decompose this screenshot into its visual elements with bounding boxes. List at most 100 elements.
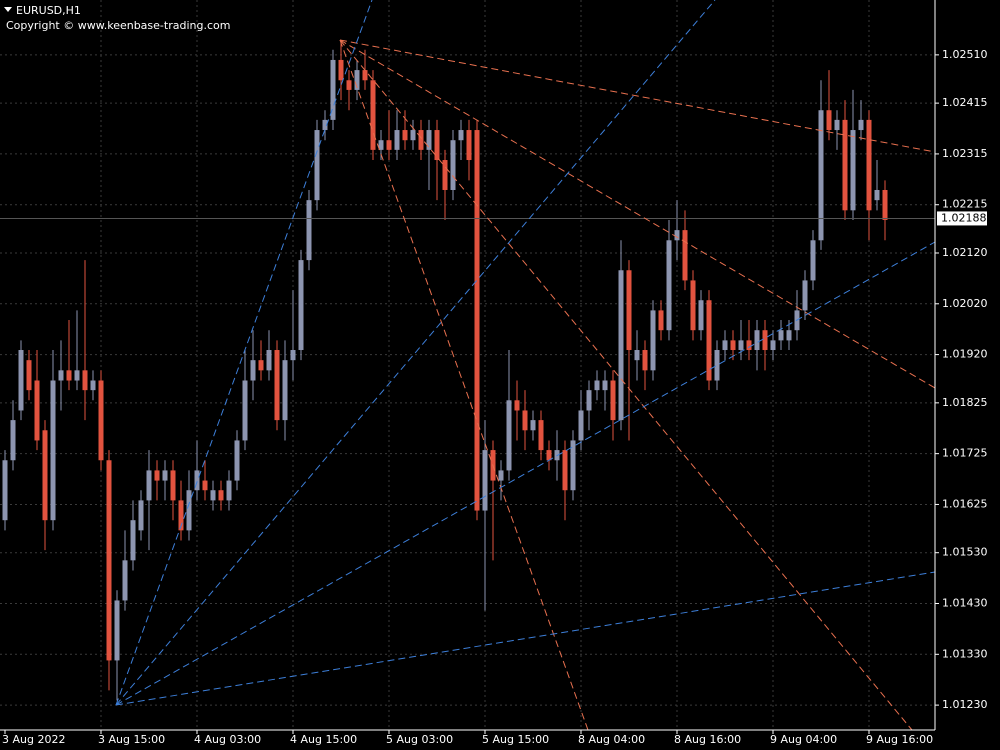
candle-body <box>274 350 280 421</box>
candle-body <box>266 350 272 371</box>
candle-body <box>338 59 344 81</box>
candle-body <box>106 460 112 661</box>
candle-body <box>258 360 264 371</box>
candle-body <box>370 80 376 150</box>
candle-body <box>578 410 584 441</box>
y-tick-label: 1.02315 <box>942 147 988 160</box>
candle-body <box>698 300 704 331</box>
y-tick-label: 1.01725 <box>942 447 988 460</box>
fan-line <box>115 241 936 706</box>
fan-line <box>339 39 936 389</box>
copyright: Copyright © www.keenbase-trading.com <box>6 19 230 32</box>
candle-body <box>818 110 824 241</box>
candle-body <box>2 460 8 521</box>
candle-body <box>810 240 816 281</box>
candle-body <box>690 280 696 331</box>
candle-body <box>858 119 864 131</box>
x-tick-label: 9 Aug 04:00 <box>770 733 837 746</box>
candle-body <box>466 130 472 161</box>
candle-body <box>298 260 304 351</box>
candle-body <box>138 500 144 531</box>
candle-body <box>378 140 384 150</box>
candle-body <box>586 390 592 411</box>
candle-body <box>402 130 408 141</box>
candle-body <box>754 330 760 351</box>
candle-body <box>762 330 768 351</box>
candle-body <box>738 340 744 351</box>
candle-body <box>538 420 544 451</box>
candle-body <box>434 130 440 161</box>
fan-line <box>339 39 936 153</box>
candle-body <box>642 350 648 371</box>
x-tick-label: 4 Aug 15:00 <box>290 733 357 746</box>
candle-body <box>250 360 256 381</box>
fib-fan-high <box>339 39 936 731</box>
candle-body <box>74 370 80 381</box>
candle-body <box>202 480 208 491</box>
candle-body <box>866 119 872 211</box>
bid-label-box <box>937 211 987 226</box>
candle-body <box>458 130 464 141</box>
x-tick-label: 8 Aug 16:00 <box>674 733 741 746</box>
candle-body <box>674 230 680 241</box>
y-tick-label: 1.01330 <box>942 647 988 660</box>
menu-triangle[interactable] <box>4 7 12 12</box>
candle-body <box>362 70 368 81</box>
candle-body <box>26 360 32 391</box>
candle-body <box>666 240 672 331</box>
candle-body <box>314 130 320 201</box>
x-tick-label: 5 Aug 03:00 <box>386 733 453 746</box>
candle-body <box>786 330 792 341</box>
candle-body <box>610 380 616 421</box>
y-tick-label: 1.02020 <box>942 297 988 310</box>
x-tick-label: 3 Aug 2022 <box>2 733 65 746</box>
candle-body <box>10 420 16 461</box>
candle-body <box>874 189 880 201</box>
candle-body <box>498 470 504 481</box>
candle-body <box>634 350 640 361</box>
candle-body <box>210 490 216 501</box>
chart-title: EURUSD,H1 <box>16 4 81 17</box>
candle-body <box>282 360 288 421</box>
candle-body <box>146 470 152 501</box>
candle-body <box>18 350 24 411</box>
candle-body <box>658 310 664 331</box>
candle-body <box>194 470 200 491</box>
candle-body <box>682 230 688 281</box>
candle-body <box>234 440 240 481</box>
candles <box>0 40 935 701</box>
candle-body <box>626 270 632 351</box>
candle-body <box>98 380 104 461</box>
candle-body <box>746 340 752 351</box>
candle-body <box>450 140 456 190</box>
candle-body <box>58 370 64 381</box>
candle-body <box>186 490 192 531</box>
candle-body <box>330 59 336 120</box>
axes: 1.02510 1.02415 1.02315 1.02215 1.02120 1.020… <box>2 48 988 746</box>
candle-body <box>850 130 856 211</box>
fan-line <box>115 0 716 706</box>
candle-body <box>178 500 184 531</box>
candle-body <box>386 140 392 150</box>
candle-body <box>34 380 40 441</box>
candle-body <box>730 340 736 351</box>
y-tick-label: 1.02120 <box>942 246 988 259</box>
y-tick-label: 1.01625 <box>942 497 988 510</box>
candle-body <box>842 119 848 211</box>
candle-body <box>130 520 136 561</box>
candle-body <box>410 130 416 141</box>
y-tick-label: 1.01825 <box>942 396 988 409</box>
candle-body <box>546 450 552 461</box>
candle-body <box>66 370 72 381</box>
candle-body <box>322 119 328 131</box>
candle-body <box>530 420 536 431</box>
candle-body <box>154 470 160 481</box>
candle-body <box>82 370 88 391</box>
candle-body <box>426 130 432 150</box>
candle-body <box>618 270 624 421</box>
candle-body <box>354 70 360 90</box>
candle-body <box>418 130 424 150</box>
fan-line <box>115 0 373 706</box>
